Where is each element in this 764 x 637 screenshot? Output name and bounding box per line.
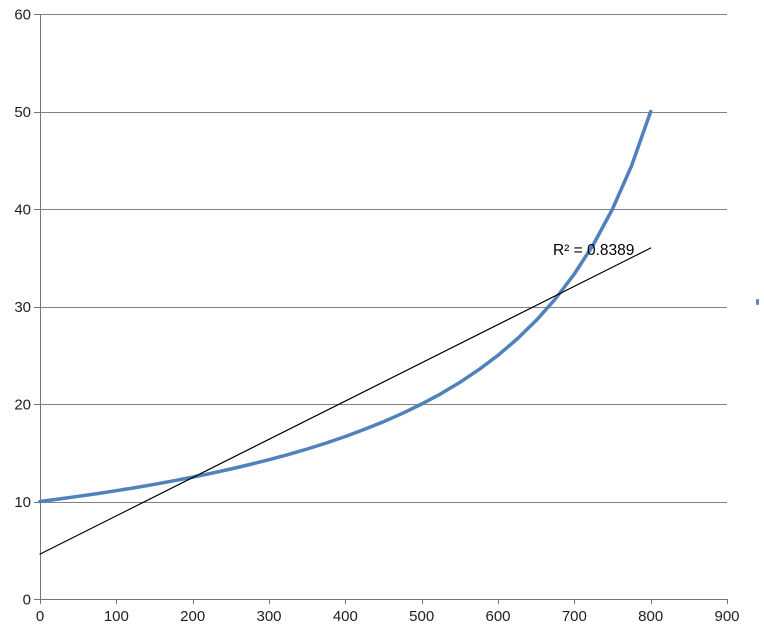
- x-tick-label: 900: [714, 608, 739, 625]
- x-tick-label: 100: [104, 608, 129, 625]
- linear-trendline: [39, 247, 652, 555]
- y-tick-label: 50: [14, 104, 31, 121]
- y-tick-label: 20: [14, 397, 31, 414]
- x-tick-label: 200: [180, 608, 205, 625]
- y-tick-label: 60: [14, 7, 31, 24]
- r-squared-label: R² = 0.8389: [553, 242, 634, 259]
- x-tick-label: 700: [562, 608, 587, 625]
- y-tick-label: 0: [23, 592, 31, 609]
- x-tick-label: 0: [36, 608, 44, 625]
- x-tick-label: 300: [256, 608, 281, 625]
- gridlines-layer: [40, 14, 727, 503]
- axes-layer: [34, 14, 728, 604]
- y-tick-label: 30: [14, 299, 31, 316]
- x-tick-label: 400: [333, 608, 358, 625]
- x-tick-label: 800: [638, 608, 663, 625]
- data-curve: [38, 109, 653, 504]
- x-tick-label: 500: [409, 608, 434, 625]
- stray-pixel-artifact: [756, 299, 759, 305]
- y-tick-label: 40: [14, 202, 31, 219]
- x-tick-label: 600: [485, 608, 510, 625]
- series-layer: [38, 109, 653, 555]
- y-tick-label: 10: [14, 494, 31, 511]
